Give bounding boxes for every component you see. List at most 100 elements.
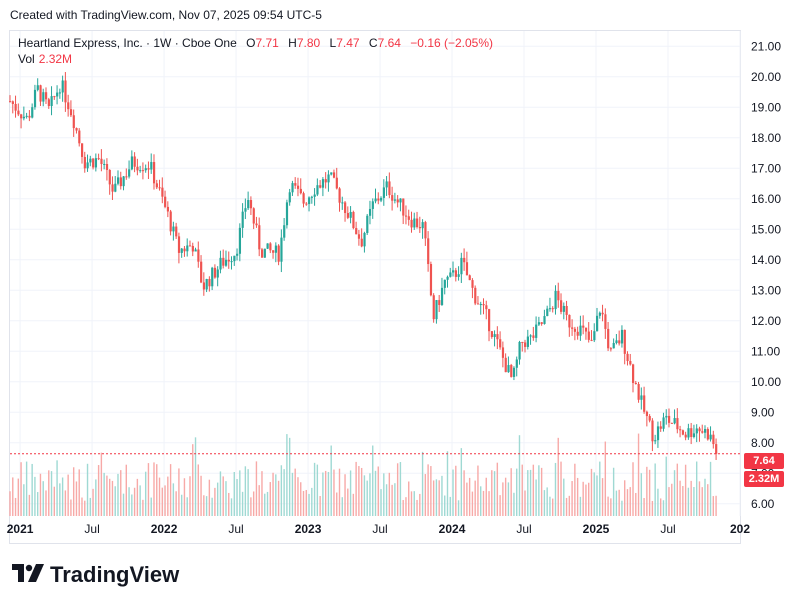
candle-body (648, 416, 651, 421)
created-with-caption: Created with TradingView.com, Nov 07, 20… (10, 8, 322, 22)
candle-body (299, 188, 302, 194)
volume-bar (9, 491, 11, 516)
candle-body (612, 342, 615, 349)
volume-bar (532, 464, 535, 516)
y-tick-label: 6.00 (751, 497, 775, 511)
candle-body (673, 418, 676, 424)
y-tick-label: 11.00 (751, 344, 780, 358)
candle-body (548, 308, 552, 310)
tradingview-brand[interactable]: TradingView (12, 562, 179, 588)
candle-body (371, 201, 374, 209)
volume-bar (53, 486, 56, 516)
volume-bar (471, 491, 474, 516)
volume-bar (366, 480, 368, 516)
volume-bar (108, 478, 111, 516)
volume-bar (344, 474, 346, 516)
volume-bar (252, 491, 255, 516)
x-tick-label: 2021 (7, 522, 34, 536)
volume-bar (122, 493, 125, 516)
candle-body (532, 335, 535, 338)
candle-body (704, 429, 707, 433)
volume-bar (513, 492, 515, 516)
volume-bar (200, 475, 202, 516)
last-volume-tag: 2.32M (744, 471, 784, 487)
candle-body (308, 197, 311, 205)
volume-bar (510, 468, 512, 516)
candle-body (598, 312, 601, 316)
candle-body (288, 192, 291, 203)
x-tick-label: 2025 (583, 522, 610, 536)
candle-body (504, 357, 507, 373)
volume-bar (607, 496, 609, 516)
volume-bar (333, 469, 335, 516)
volume-bar (225, 481, 227, 516)
volume-bar (499, 495, 501, 516)
volume-bar (374, 470, 377, 516)
candle-body (443, 279, 446, 288)
volume-bar (216, 482, 219, 516)
candle-body (493, 334, 496, 337)
volume-bar (599, 461, 601, 516)
volume-bar (72, 467, 75, 516)
volume-bar (78, 469, 80, 516)
candle-body (476, 303, 480, 305)
volume-bar (552, 498, 554, 516)
candle-body (640, 395, 643, 400)
candle-body (499, 339, 502, 348)
candle-body (629, 361, 632, 365)
volume-bar (111, 480, 114, 516)
volume-bar (50, 471, 53, 516)
volume-bar (707, 484, 709, 516)
x-tick-label: Jul (660, 522, 675, 536)
candle-body (213, 267, 217, 278)
volume-bar (419, 493, 421, 516)
candle-body (274, 245, 278, 253)
volume-bar (701, 487, 703, 516)
candle-body (601, 312, 604, 315)
volume-bar (228, 492, 230, 516)
volume-bar (635, 492, 637, 516)
candle-body (715, 444, 718, 454)
candle-body (291, 183, 294, 193)
volume-bar (330, 445, 332, 516)
candle-body (529, 335, 532, 337)
volume-bar (197, 464, 199, 516)
volume-bar (269, 482, 271, 516)
candle-body (380, 197, 383, 201)
volume-bar (676, 463, 679, 516)
candle-body (446, 276, 449, 280)
volume-bar (579, 496, 582, 516)
candle-body (39, 85, 42, 102)
candle-body (294, 183, 297, 186)
candle-body (166, 206, 170, 212)
candle-body (172, 226, 175, 232)
candle-body (407, 216, 410, 220)
volume-bar (480, 486, 482, 516)
candle-body (670, 422, 673, 424)
volume-bar (144, 471, 147, 516)
candle-body (690, 428, 693, 437)
volume-bar (452, 469, 454, 516)
volume-bar (64, 490, 67, 516)
volume-bar (585, 484, 587, 516)
candle-body (230, 261, 233, 263)
candle-body (341, 202, 344, 204)
volume-bar (17, 478, 20, 516)
candle-body (53, 96, 56, 98)
volume-bar (560, 461, 562, 516)
candle-body (44, 92, 48, 100)
candle-body (64, 80, 67, 103)
candle-body (155, 183, 158, 188)
candle-body (80, 143, 84, 157)
candle-body (219, 257, 222, 270)
candle-body (11, 101, 14, 104)
volume-bar (695, 461, 698, 516)
volume-bar (601, 478, 604, 516)
volume-bar (219, 471, 222, 516)
volume-bar (106, 475, 108, 516)
volume-bar (668, 487, 670, 516)
candle-body (615, 340, 618, 343)
candle-body (393, 199, 397, 201)
candle-body (568, 314, 571, 328)
